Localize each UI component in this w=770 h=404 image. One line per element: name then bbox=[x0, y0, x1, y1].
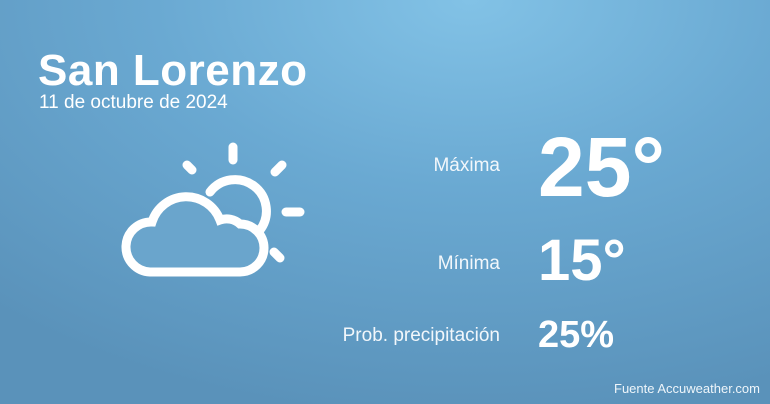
max-label: Máxima bbox=[433, 155, 500, 176]
city-title: San Lorenzo bbox=[38, 46, 308, 95]
precip-value: 25% bbox=[538, 314, 615, 356]
partly-cloudy-icon bbox=[121, 142, 305, 277]
min-value: 15° bbox=[538, 228, 626, 293]
max-value: 25° bbox=[538, 120, 666, 214]
source-credit: Fuente Accuweather.com bbox=[614, 381, 760, 396]
precip-label: Prob. precipitación bbox=[342, 325, 500, 346]
min-label: Mínima bbox=[437, 253, 500, 274]
forecast-date: 11 de octubre de 2024 bbox=[39, 92, 228, 113]
